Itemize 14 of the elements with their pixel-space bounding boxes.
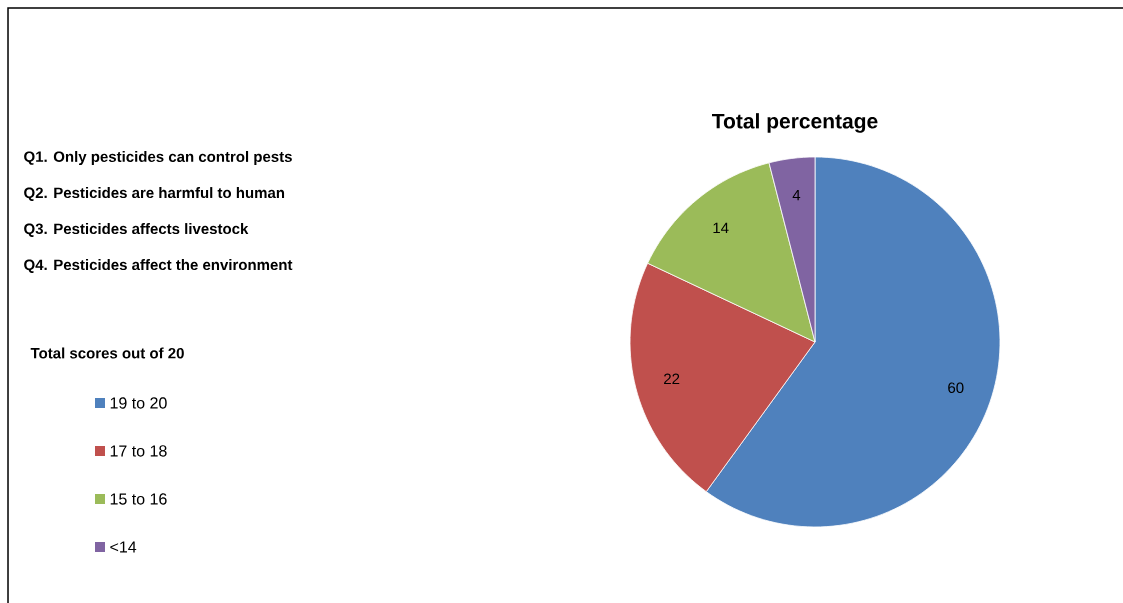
text: Q4. Pesticides affect the environment	[24, 259, 293, 273]
chart-title: Total percentage	[712, 113, 878, 133]
legend-label: 17 to 18	[110, 445, 167, 457]
text: Q3. Pesticides affects livestock	[24, 223, 249, 237]
data-label: 4	[792, 190, 801, 201]
data-label: 22	[664, 373, 680, 385]
legend-label: 15 to 16	[110, 493, 167, 505]
data-label: 14	[713, 222, 729, 234]
text: Q1. Only pesticides can control pests	[24, 150, 292, 165]
data-label: 60	[948, 382, 964, 394]
legend-label: 19 to 20	[110, 397, 167, 409]
legend-label: <14	[110, 541, 137, 553]
text: Q2. Pesticides are harmful to human	[24, 187, 285, 201]
legend-title: Total scores out of 20	[30, 347, 184, 359]
